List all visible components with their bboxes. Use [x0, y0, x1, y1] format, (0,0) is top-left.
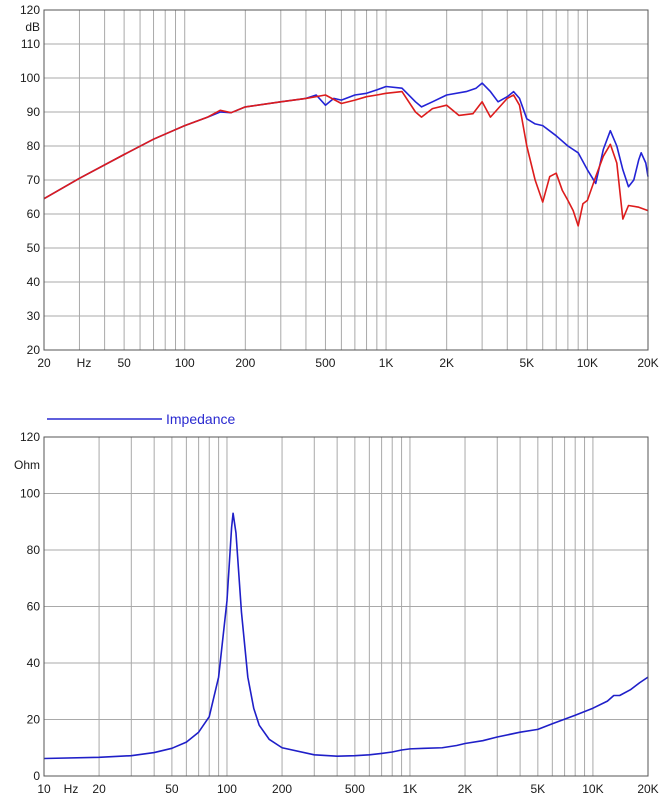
- x-tick-label: 10K: [582, 782, 603, 796]
- y-tick-label: 60: [27, 600, 41, 614]
- y-tick-label: 70: [27, 173, 41, 187]
- y-tick-label: 80: [27, 543, 41, 557]
- series-1-line: [43, 82, 649, 200]
- impedance-chart: Impedance 0 20 40 60 80 100 120 10 20 50 100 200 50…: [14, 411, 659, 796]
- frequency-response-y-ticks: 20 30 40 50 60 70 80 90 100 110 120: [20, 3, 40, 357]
- y-tick-label: 40: [27, 656, 41, 670]
- impedance-frame: [43, 436, 649, 777]
- impedance-x-unit: Hz: [64, 782, 79, 796]
- y-tick-label: 120: [20, 3, 40, 17]
- x-tick-label: 10: [37, 782, 51, 796]
- x-tick-label: 100: [175, 356, 195, 370]
- frequency-response-series: [43, 82, 649, 227]
- y-tick-label: 40: [27, 275, 41, 289]
- x-tick-label: 20K: [637, 782, 658, 796]
- y-tick-label: 100: [20, 71, 40, 85]
- x-tick-label: 20K: [637, 356, 658, 370]
- x-tick-label: 5K: [519, 356, 534, 370]
- y-tick-label: 20: [27, 343, 41, 357]
- x-tick-label: 200: [235, 356, 255, 370]
- y-tick-label: 100: [20, 487, 40, 501]
- frequency-response-frame: [43, 9, 649, 351]
- impedance-y-unit: Ohm: [14, 458, 40, 472]
- y-tick-label: 90: [27, 105, 41, 119]
- x-tick-label: 500: [345, 782, 365, 796]
- impedance-legend-label: Impedance: [166, 411, 235, 427]
- x-tick-label: 20: [37, 356, 51, 370]
- x-tick-label: 20: [92, 782, 106, 796]
- x-tick-label: 5K: [530, 782, 545, 796]
- impedance-y-ticks: 0 20 40 60 80 100 120: [20, 430, 40, 783]
- y-tick-label: 50: [27, 241, 41, 255]
- x-tick-label: 100: [217, 782, 237, 796]
- x-tick-label: 1K: [403, 782, 418, 796]
- series-2-line: [43, 90, 649, 227]
- x-tick-label: 1K: [379, 356, 394, 370]
- x-tick-label: 50: [165, 782, 179, 796]
- y-tick-label: 80: [27, 139, 41, 153]
- impedance-x-ticks: 10 20 50 100 200 500 1K 2K 5K 10K 20K: [37, 782, 658, 796]
- x-tick-label: 200: [272, 782, 292, 796]
- x-tick-label: 50: [117, 356, 131, 370]
- y-tick-label: 110: [21, 37, 40, 51]
- x-tick-label: 2K: [439, 356, 454, 370]
- frequency-response-x-ticks: 20 50 100 200 500 1K 2K 5K 10K 20K: [37, 356, 658, 370]
- y-tick-label: 120: [20, 430, 40, 444]
- y-tick-label: 30: [27, 309, 41, 323]
- frequency-response-chart: 20 30 40 50 60 70 80 90 100 110 120 20 50 100 200 500 1…: [20, 3, 659, 370]
- frequency-response-y-unit: dB: [25, 20, 40, 34]
- x-tick-label: 10K: [577, 356, 598, 370]
- x-tick-label: 2K: [458, 782, 473, 796]
- impedance-series: [43, 512, 649, 760]
- y-tick-label: 0: [33, 769, 40, 783]
- frequency-response-grid: [44, 10, 648, 350]
- x-tick-label: 500: [315, 356, 335, 370]
- impedance-grid: [44, 437, 648, 776]
- y-tick-label: 60: [27, 207, 41, 221]
- frequency-response-x-unit: Hz: [77, 356, 92, 370]
- y-tick-label: 20: [27, 713, 41, 727]
- impedance-line: [43, 512, 649, 760]
